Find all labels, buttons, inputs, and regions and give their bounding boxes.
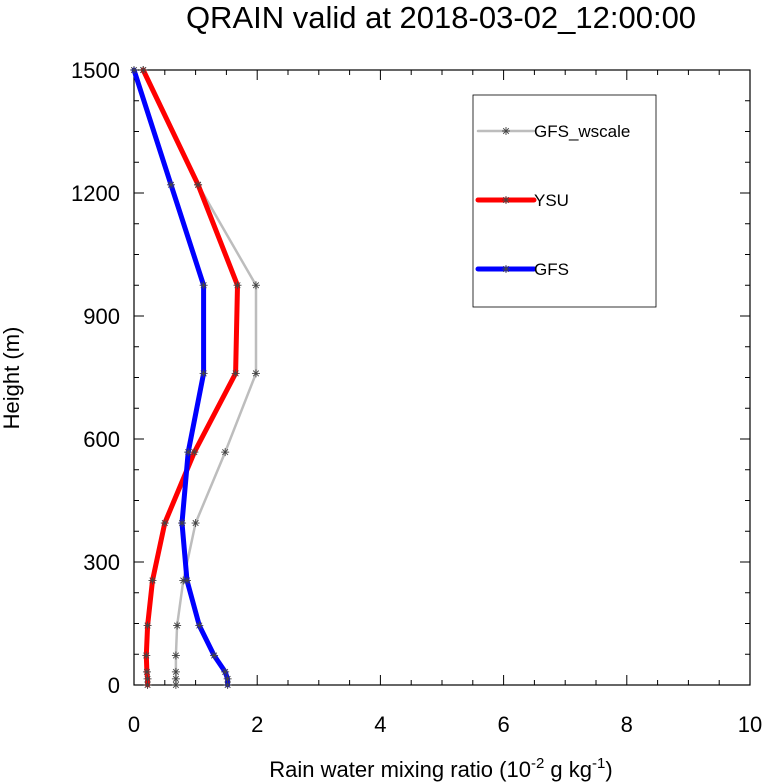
data-point xyxy=(171,674,180,683)
legend-marker xyxy=(502,265,510,273)
data-point xyxy=(190,448,199,457)
x-tick-label: 4 xyxy=(374,712,386,737)
series-gfs-wscale xyxy=(139,66,260,689)
data-point xyxy=(233,281,242,290)
data-point xyxy=(142,667,151,676)
y-tick-label: 900 xyxy=(83,304,120,329)
legend-entry: YSU xyxy=(475,191,569,210)
chart-title: QRAIN valid at 2018-03-02_12:00:00 xyxy=(186,0,696,35)
x-tick-label: 10 xyxy=(738,712,762,737)
data-point xyxy=(199,281,208,290)
series-ysu xyxy=(139,66,242,689)
data-point xyxy=(139,66,148,74)
y-tick-label: 0 xyxy=(108,673,120,698)
data-point xyxy=(191,519,200,528)
data-point xyxy=(142,651,151,660)
data-point xyxy=(221,667,230,676)
data-point xyxy=(148,576,157,585)
data-point xyxy=(251,281,260,290)
data-point xyxy=(251,369,260,378)
axis-ticks xyxy=(133,69,751,686)
series-line xyxy=(141,68,258,687)
data-point xyxy=(194,180,203,189)
y-tick-label: 1200 xyxy=(71,181,120,206)
data-point xyxy=(143,674,152,683)
data-point xyxy=(143,621,152,630)
data-point xyxy=(223,674,232,683)
data-point xyxy=(160,519,169,528)
data-point xyxy=(210,651,219,660)
legend: GFS_wscale YSU GFS xyxy=(472,94,657,308)
x-tick-labels: 0 2 4 6 8 10 xyxy=(128,712,762,737)
data-point xyxy=(171,667,180,676)
y-tick-labels: 0 300 600 900 1200 1500 xyxy=(71,58,120,698)
legend-marker xyxy=(502,127,510,135)
x-tick-label: 0 xyxy=(128,712,140,737)
series-layer xyxy=(130,66,260,689)
x-axis-label: Rain water mixing ratio (10-2 g kg-1) xyxy=(269,755,612,782)
legend-label: GFS xyxy=(534,260,569,279)
data-point xyxy=(221,448,230,457)
legend-entry: GFS_wscale xyxy=(476,122,630,141)
plot-frame xyxy=(133,69,751,686)
data-point xyxy=(171,681,180,689)
y-axis-label: Height (m) xyxy=(0,327,24,430)
data-point xyxy=(184,448,193,457)
series-gfs xyxy=(130,66,232,689)
legend-entry: GFS xyxy=(475,260,569,279)
y-tick-label: 300 xyxy=(83,550,120,575)
legend-label: YSU xyxy=(534,191,569,210)
data-point xyxy=(130,66,138,74)
y-tick-label: 1500 xyxy=(71,58,120,83)
data-point xyxy=(182,576,191,585)
data-point xyxy=(166,180,175,189)
data-point xyxy=(178,519,187,528)
x-tick-label: 8 xyxy=(621,712,633,737)
data-point xyxy=(171,651,180,660)
plot-area xyxy=(130,66,751,689)
x-tick-label: 6 xyxy=(497,712,509,737)
data-point xyxy=(231,369,240,378)
data-point xyxy=(173,621,182,630)
x-tick-label: 2 xyxy=(251,712,263,737)
legend-label: GFS_wscale xyxy=(534,122,630,141)
data-point xyxy=(195,621,204,630)
legend-marker xyxy=(502,196,510,204)
data-point xyxy=(199,369,208,378)
y-tick-label: 600 xyxy=(83,427,120,452)
